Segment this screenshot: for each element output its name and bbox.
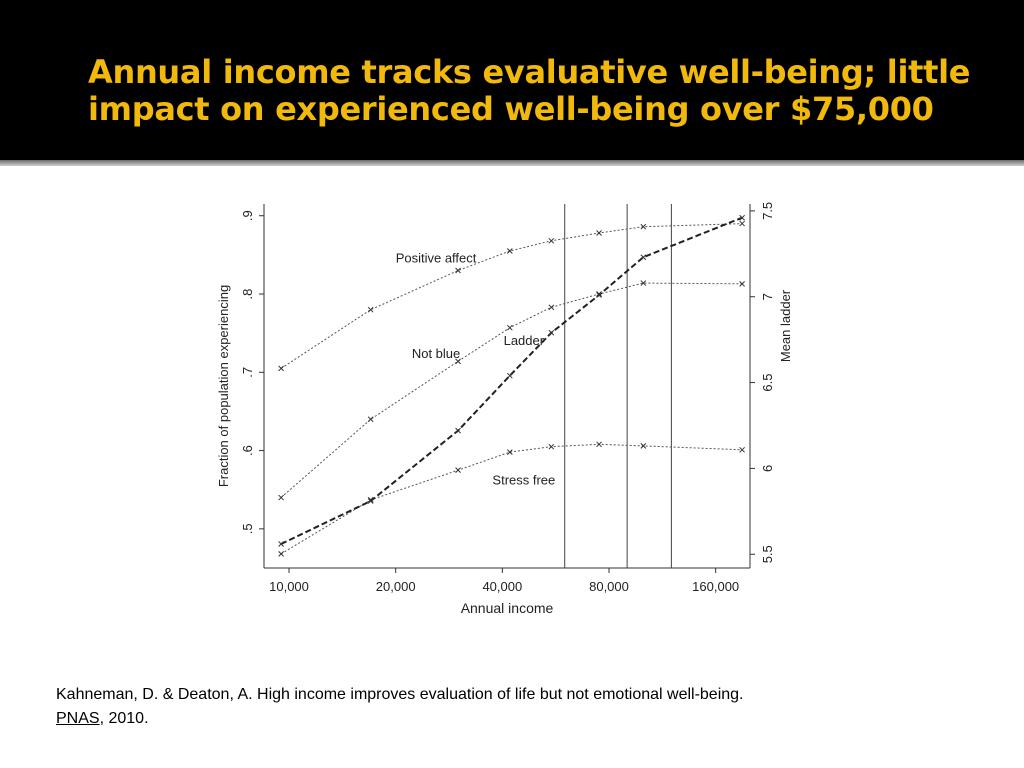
- left-y-tick-label: .7: [240, 367, 255, 378]
- data-point-positive-affect: [739, 220, 745, 227]
- series-label-stress-free: Stress free: [492, 472, 555, 487]
- data-point-positive-affect: [548, 237, 555, 244]
- x-tick-label: 40,000: [482, 579, 522, 594]
- x-tick-label: 80,000: [589, 579, 629, 594]
- left-y-tick-label: .5: [240, 523, 255, 534]
- income-wellbeing-chart: 10,000 20,000 40,000 80,000 160,000 .5 .6 .7 .8.…: [216, 202, 793, 616]
- data-point-ladder: [506, 372, 513, 379]
- data-point-not-blue: [739, 280, 745, 287]
- series-line-not-blue: [280, 282, 743, 498]
- data-point-positive-affect: [506, 248, 513, 254]
- left-y-tick-label: .8: [240, 289, 255, 300]
- series-line-ladder: [280, 216, 743, 545]
- right-y-axis-title: Mean ladder: [778, 289, 793, 362]
- citation-text: Kahneman, D. & Deaton, A. High income im…: [56, 686, 744, 703]
- data-point-not-blue: [640, 280, 647, 286]
- citation-year: , 2010.: [99, 710, 149, 727]
- data-point-positive-affect: [455, 267, 461, 274]
- left-y-tick-label: .6: [240, 445, 255, 456]
- x-tick-label: 160,000: [692, 579, 739, 594]
- citation-journal-link[interactable]: PNAS: [56, 710, 100, 727]
- data-point-not-blue: [548, 304, 555, 311]
- data-point-stress-free: [548, 443, 555, 450]
- series-label-ladder: Ladder: [504, 333, 545, 348]
- right-y-tick-label: 6.5: [760, 374, 775, 392]
- data-point-not-blue: [506, 324, 513, 331]
- data-point-stress-free: [278, 551, 284, 557]
- citation: Kahneman, D. & Deaton, A. High income im…: [56, 683, 996, 731]
- slide-header: [0, 0, 1024, 160]
- data-point-ladder: [640, 254, 647, 261]
- right-y-tick-label: 5.5: [760, 545, 775, 563]
- data-point-positive-affect: [640, 223, 647, 230]
- data-point-positive-affect: [278, 365, 284, 372]
- slide-title: Annual income tracks evaluative well-bei…: [88, 54, 988, 128]
- x-tick-label: 20,000: [376, 579, 416, 594]
- series-label-not-blue: Not blue: [412, 346, 460, 361]
- left-y-axis-title: Fraction of population experiencing: [216, 285, 231, 487]
- series-label-positive-affect: Positive affect: [396, 250, 477, 265]
- right-y-tick-label: 6: [760, 465, 775, 472]
- data-point-ladder: [278, 541, 284, 547]
- title-line-2: impact on experienced well-being over $7…: [88, 90, 934, 128]
- data-point-stress-free: [739, 446, 745, 453]
- left-y-tick-label: .9: [240, 210, 255, 221]
- data-point-ladder: [596, 292, 602, 298]
- data-point-not-blue: [278, 494, 284, 501]
- right-y-tick-label: 7: [760, 293, 775, 300]
- data-point-ladder: [455, 427, 461, 434]
- data-point-not-blue: [367, 416, 374, 423]
- data-point-stress-free: [506, 449, 513, 455]
- data-point-not-blue: [455, 358, 461, 365]
- data-point-ladder: [548, 329, 555, 336]
- data-point-stress-free: [596, 441, 602, 448]
- x-axis-title: Annual income: [461, 600, 554, 616]
- data-point-stress-free: [640, 443, 647, 449]
- data-point-positive-affect: [367, 306, 374, 313]
- data-point-ladder: [367, 498, 374, 504]
- header-divider: [0, 160, 1024, 166]
- right-y-tick-label: 7.5: [760, 202, 775, 220]
- data-point-positive-affect: [596, 230, 602, 236]
- data-point-stress-free: [455, 467, 461, 474]
- title-line-1: Annual income tracks evaluative well-bei…: [88, 53, 971, 91]
- data-point-ladder: [739, 214, 745, 221]
- series-line-stress-free: [280, 443, 743, 555]
- x-tick-label: 10,000: [269, 579, 309, 594]
